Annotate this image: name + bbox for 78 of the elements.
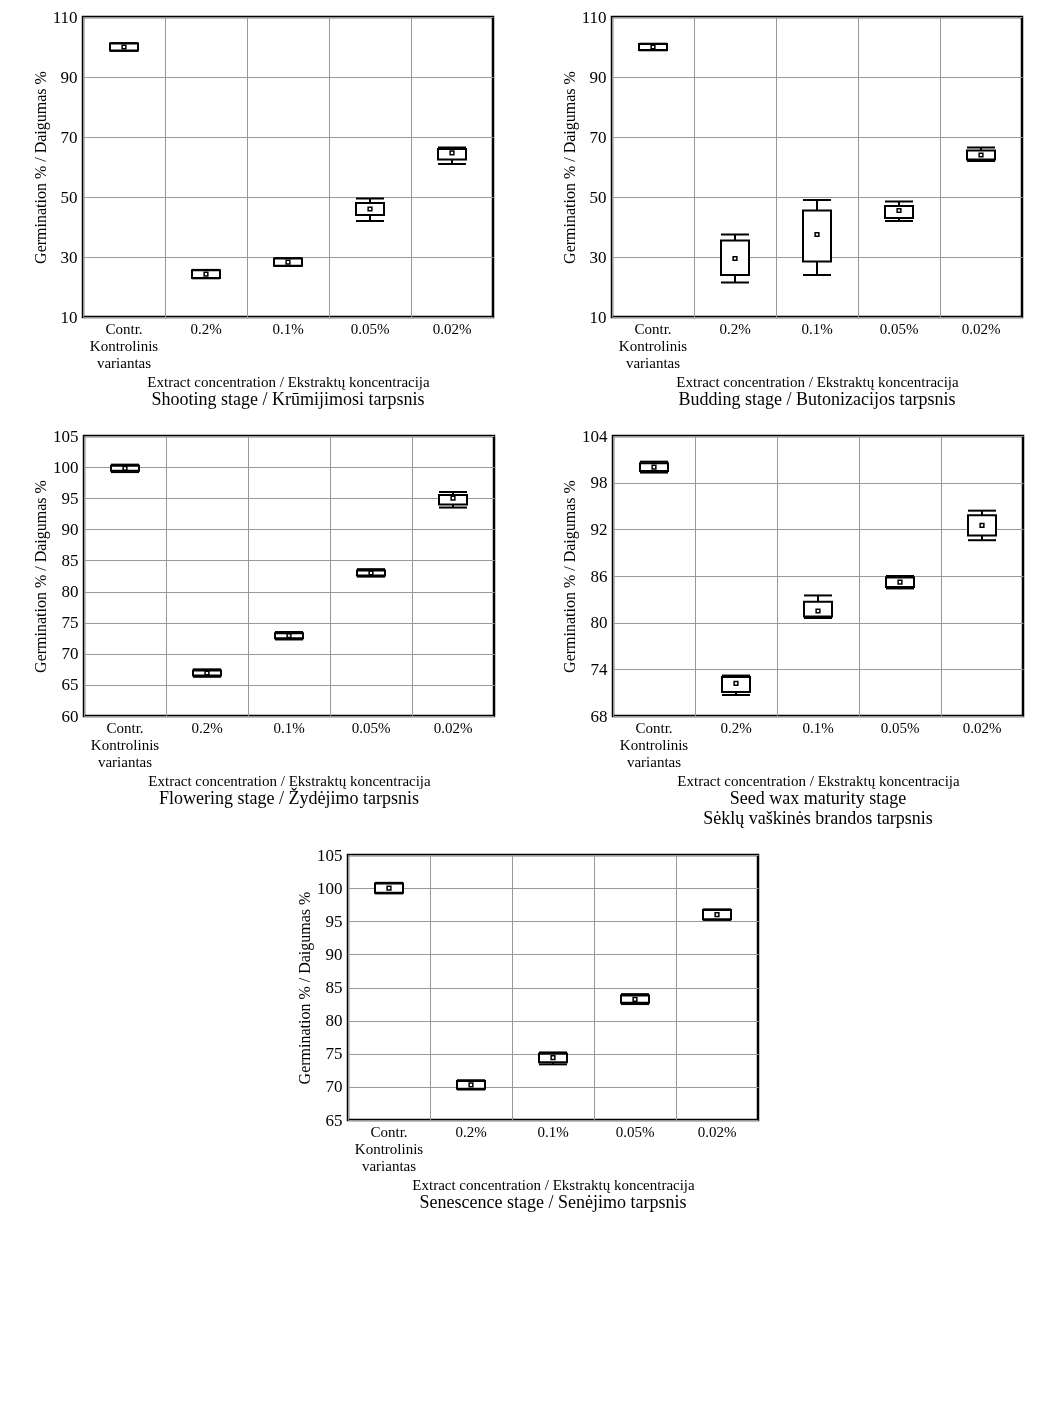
y-tick-label: 75 xyxy=(61,613,78,633)
x-tick-label: 0.2% xyxy=(719,320,751,337)
y-tick-label: 30 xyxy=(589,247,607,267)
x-tick-label: 0.02% xyxy=(433,719,472,736)
x-tick-label: 0.05% xyxy=(880,719,919,736)
x-tick-label: 0.02% xyxy=(432,320,472,337)
x-tick-label: 0.05% xyxy=(350,320,390,337)
x-tick-label: 0.1% xyxy=(272,719,305,736)
y-tick-label: 104 xyxy=(581,426,608,446)
y-tick-label: 100 xyxy=(317,878,343,898)
y-tick-label: 70 xyxy=(589,127,607,147)
x-tick-label: 0.1% xyxy=(801,320,833,337)
y-tick-label: 65 xyxy=(325,1110,343,1130)
y-tick-label: 105 xyxy=(52,426,78,446)
y-tick-label: 95 xyxy=(61,488,78,508)
y-tick-label: 90 xyxy=(325,944,343,964)
x-tick-label: 0.02% xyxy=(962,719,1001,736)
text: Budding stage / Butonizacijos tarpsnis xyxy=(678,389,956,409)
y-tick-label: 10 xyxy=(60,307,78,327)
y-tick-label: 110 xyxy=(581,7,607,27)
text: Flowering stage / Žydėjimo tarpsnis xyxy=(158,787,419,808)
y-axis-title: Germination % / Daigumas % xyxy=(560,71,579,264)
x-tick-label: 0.05% xyxy=(351,719,390,736)
y-tick-label: 95 xyxy=(325,911,343,931)
x-tick-label: 0.02% xyxy=(961,320,1001,337)
x-tick-label: 0.05% xyxy=(879,320,919,337)
y-axis-title: Germination % / Daigumas % xyxy=(560,480,579,673)
y-tick-label: 90 xyxy=(60,67,78,87)
x-axis-title: Extract concentration / Ekstraktų koncentracija xyxy=(412,1176,696,1193)
x-tick-label: 0.2% xyxy=(719,719,752,736)
y-tick-label: 10 xyxy=(589,307,607,327)
y-tick-label: 60 xyxy=(61,706,78,726)
y-tick-label: 80 xyxy=(61,582,78,602)
x-axis-title: Extract concentration / Ekstraktų koncentracija xyxy=(147,772,431,789)
x-tick-label: 0.1% xyxy=(272,320,304,337)
y-tick-label: 75 xyxy=(325,1044,343,1064)
text: Seed wax maturity stage Sėklų vaškinės brandos tarpsnis xyxy=(702,788,933,828)
y-axis-title: Germination % / Daigumas % xyxy=(31,480,50,673)
y-tick-label: 50 xyxy=(589,187,607,207)
text: Senescence stage / Senėjimo tarpsnis xyxy=(419,1192,687,1212)
x-tick-label: Contr. Kontrolinis variantas xyxy=(89,320,159,371)
y-tick-label: 110 xyxy=(52,7,78,27)
y-tick-label: 105 xyxy=(317,845,343,865)
x-tick-label: 0.2% xyxy=(455,1123,487,1140)
x-tick-label: 0.02% xyxy=(697,1123,737,1140)
y-tick-label: 86 xyxy=(590,566,607,586)
y-tick-label: 68 xyxy=(590,706,607,726)
x-tick-label: Contr. Kontrolinis variantas xyxy=(90,719,159,770)
x-tick-label: 0.1% xyxy=(801,719,834,736)
y-tick-label: 30 xyxy=(60,247,78,267)
x-tick-label: 0.1% xyxy=(537,1123,569,1140)
x-tick-label: 0.2% xyxy=(190,719,223,736)
y-tick-label: 74 xyxy=(590,659,608,679)
y-tick-label: 50 xyxy=(60,187,78,207)
y-tick-label: 70 xyxy=(61,644,78,664)
y-tick-label: 80 xyxy=(325,1011,343,1031)
y-tick-label: 65 xyxy=(61,675,78,695)
y-tick-label: 85 xyxy=(61,550,78,570)
y-tick-label: 80 xyxy=(590,613,607,633)
x-tick-label: 0.2% xyxy=(190,320,222,337)
x-tick-label: Contr. Kontrolinis variantas xyxy=(619,719,688,770)
y-tick-label: 70 xyxy=(325,1077,343,1097)
y-tick-label: 90 xyxy=(61,519,78,539)
x-axis-title: Extract concentration / Ekstraktų koncentracija xyxy=(676,772,960,789)
y-axis-title: Germination % / Daigumas % xyxy=(296,891,314,1085)
x-tick-label: Contr. Kontrolinis variantas xyxy=(354,1123,424,1174)
x-axis-title: Extract concentration / Ekstraktų koncentracija xyxy=(147,373,431,390)
y-tick-label: 90 xyxy=(589,67,607,87)
y-tick-label: 98 xyxy=(590,473,607,493)
x-tick-label: Contr. Kontrolinis variantas xyxy=(618,320,688,371)
x-tick-label: 0.05% xyxy=(615,1123,655,1140)
y-axis-title: Germination % / Daigumas % xyxy=(31,71,50,264)
y-tick-label: 70 xyxy=(60,127,78,147)
y-tick-label: 92 xyxy=(590,519,607,539)
text: Shooting stage / Krūmijimosi tarpsnis xyxy=(151,389,425,409)
x-axis-title: Extract concentration / Ekstraktų koncentracija xyxy=(676,373,960,390)
y-tick-label: 100 xyxy=(52,457,78,477)
y-tick-label: 85 xyxy=(325,978,343,997)
